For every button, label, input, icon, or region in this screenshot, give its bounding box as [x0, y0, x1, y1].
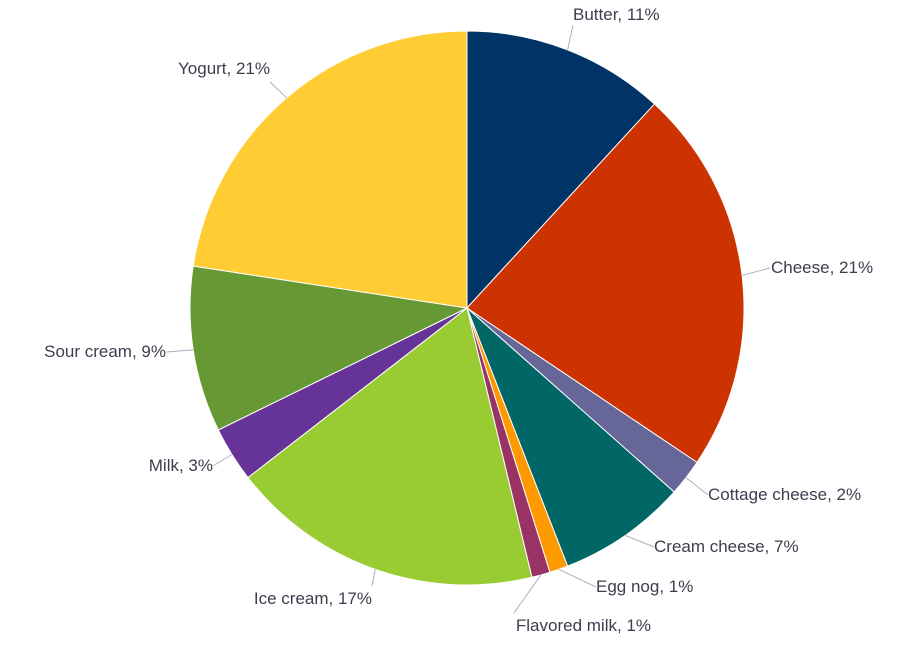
- label-leader-line: [371, 569, 376, 587]
- label-leader-line: [513, 574, 542, 614]
- slice-label: Egg nog, 1%: [596, 577, 693, 596]
- label-leader-line: [558, 568, 597, 588]
- label-leader-line: [625, 534, 655, 548]
- slice-label: Cottage cheese, 2%: [708, 485, 861, 504]
- pie-slice: [247, 307, 533, 586]
- slice-label: Butter, 11%: [573, 5, 660, 24]
- label-leader-line: [685, 477, 709, 496]
- label-leader-line: [741, 267, 771, 276]
- slice-label: Cheese, 21%: [771, 258, 873, 277]
- slice-label: Milk, 3%: [149, 456, 213, 475]
- label-leader-line: [269, 81, 287, 99]
- pie-slices: [189, 30, 745, 586]
- slice-label: Cream cheese, 7%: [654, 537, 799, 556]
- pie-slice: [192, 30, 468, 309]
- slice-label: Ice cream, 17%: [254, 589, 372, 608]
- label-leaders: [165, 24, 771, 614]
- pie-slice: [466, 30, 656, 310]
- pie-slice: [189, 265, 469, 431]
- slice-label: Flavored milk, 1%: [516, 616, 651, 635]
- pie-slice: [466, 103, 745, 464]
- label-leader-line: [567, 24, 574, 51]
- label-leader-line: [212, 454, 233, 467]
- slice-label: Sour cream, 9%: [44, 342, 166, 361]
- slice-labels: Butter, 11% Cheese, 21% Cottage cheese, 2%…: [44, 5, 873, 635]
- label-leader-line: [165, 349, 194, 353]
- slice-label: Yogurt, 21%: [178, 59, 270, 78]
